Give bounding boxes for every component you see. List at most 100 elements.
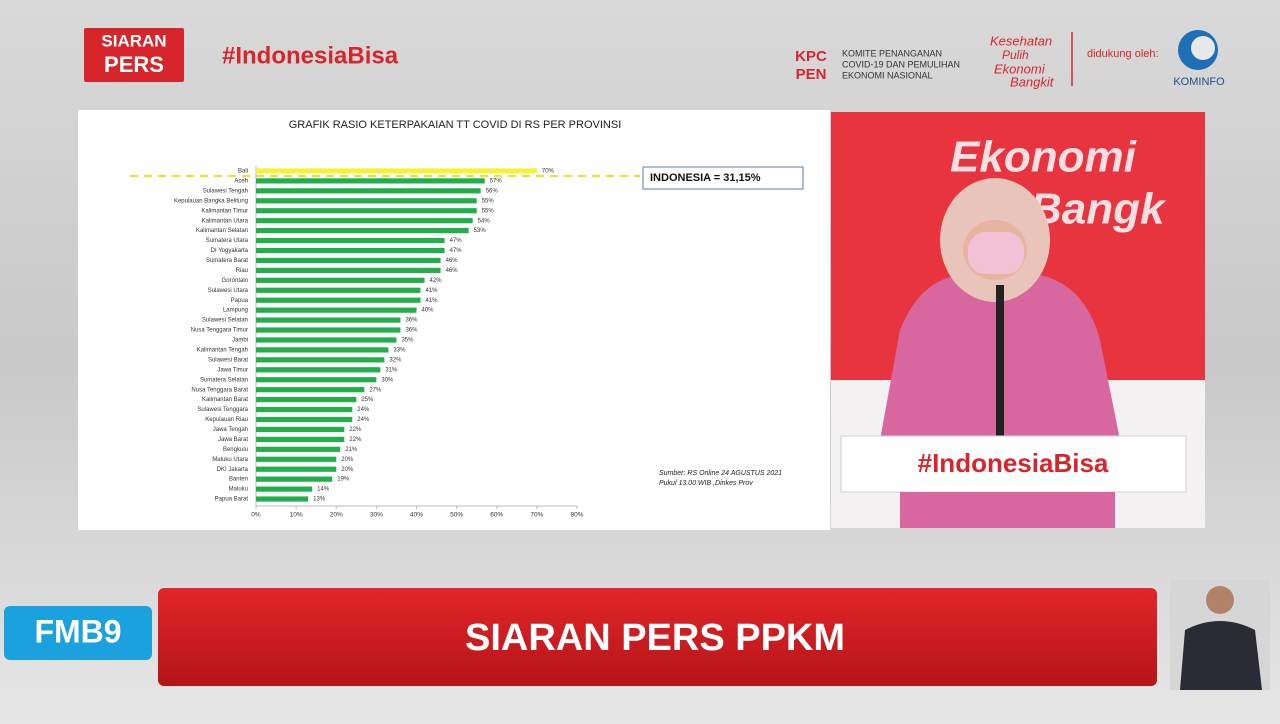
- category-label: Nusa Tenggara Timur: [191, 328, 248, 334]
- category-label: Jambi: [232, 338, 248, 344]
- slogan: Kesehatan: [990, 33, 1052, 48]
- category-label: Riau: [236, 268, 248, 274]
- value-label: 55%: [482, 198, 495, 204]
- bar: [256, 367, 381, 373]
- bar: [256, 178, 485, 184]
- bar: [256, 297, 421, 303]
- category-label: Papua Barat: [215, 497, 249, 503]
- bar: [256, 347, 389, 353]
- interpreter-head: [1206, 586, 1234, 614]
- category-label: Jawa Barat: [218, 437, 248, 443]
- value-label: 42%: [430, 278, 443, 284]
- supported: didukung oleh:: [1087, 48, 1159, 60]
- x-tick-label: 30%: [370, 512, 383, 519]
- category-label: Banten: [229, 477, 248, 483]
- category-label: Papua: [231, 298, 249, 304]
- value-label: 54%: [478, 218, 491, 224]
- value-label: 40%: [422, 308, 435, 314]
- bar: [256, 426, 345, 433]
- value-label: 22%: [349, 427, 362, 433]
- value-label: 13%: [313, 497, 326, 503]
- category-label: Kalimantan Timur: [201, 208, 248, 214]
- category-label: Maluku: [229, 487, 248, 493]
- podium: [900, 492, 1115, 528]
- value-label: 20%: [341, 457, 354, 463]
- siaran-logo: [84, 28, 184, 82]
- category-label: Sumatera Barat: [206, 258, 248, 264]
- bar: [256, 446, 341, 452]
- x-tick-label: 80%: [570, 512, 583, 519]
- value-label: 21%: [345, 447, 358, 453]
- value-label: 41%: [426, 288, 439, 294]
- hashtag: #IndonesiaBisa: [222, 42, 399, 69]
- value-label: 25%: [361, 397, 374, 403]
- value-label: 24%: [357, 417, 370, 423]
- value-label: 30%: [381, 377, 394, 383]
- category-label: Sulawesi Selatan: [202, 318, 248, 324]
- category-label: Kalimantan Barat: [202, 397, 248, 403]
- slogan: Bangkit: [1010, 74, 1055, 89]
- bar: [256, 188, 481, 194]
- bar: [256, 237, 445, 244]
- bar: [256, 476, 333, 482]
- value-label: 32%: [389, 357, 402, 363]
- committee-line: COVID-19 DAN PEMULIHAN: [842, 59, 960, 69]
- value-label: 36%: [405, 318, 418, 324]
- committee-line: KOMITE PENANGANAN: [842, 48, 942, 58]
- bar: [256, 257, 441, 264]
- podium-text: #IndonesiaBisa: [918, 448, 1109, 478]
- value-label: 55%: [482, 208, 495, 214]
- category-label: Bali: [238, 169, 248, 175]
- slogan: Ekonomi: [994, 61, 1046, 76]
- bar: [256, 317, 401, 323]
- bar: [256, 267, 441, 273]
- category-label: Sulawesi Utara: [208, 288, 249, 294]
- category-label: Kepulauan Riau: [205, 417, 248, 423]
- bar: [256, 377, 377, 383]
- category-label: Sumatera Utara: [206, 238, 249, 244]
- annotation-box: [642, 166, 804, 190]
- bar: [256, 287, 421, 293]
- bar: [256, 387, 365, 393]
- category-label: Sumatera Selatan: [200, 377, 248, 383]
- chart-title: GRAFIK RASIO KETERPAKAIAN TT COVID DI RS…: [289, 119, 622, 131]
- backdrop-text: Bangk: [1030, 185, 1167, 234]
- value-label: 57%: [490, 178, 503, 184]
- x-tick-label: 70%: [530, 512, 543, 519]
- value-label: 47%: [450, 248, 463, 254]
- banner-text: SIARAN PERS PPKM: [465, 617, 845, 659]
- value-label: 27%: [369, 387, 382, 393]
- category-label: Kalimantan Selatan: [196, 228, 248, 234]
- bar: [256, 327, 401, 333]
- source: Sumber: RS Online 24 AGUSTUS 2021: [659, 470, 782, 477]
- value-label: 46%: [446, 268, 459, 274]
- bar: [256, 416, 353, 423]
- bar: [256, 456, 337, 462]
- x-tick-label: 40%: [410, 512, 423, 519]
- bar: [256, 228, 469, 234]
- category-label: Sulawesi Barat: [208, 357, 248, 363]
- value-label: 41%: [426, 298, 439, 304]
- committee-line: EKONOMI NASIONAL: [842, 70, 933, 80]
- bar: [256, 337, 397, 343]
- value-label: 31%: [385, 367, 398, 373]
- bar: [256, 277, 425, 283]
- bar: [256, 466, 337, 472]
- category-label: Gorontalo: [222, 278, 249, 284]
- bar: [256, 486, 313, 492]
- category-label: Bengkulu: [223, 447, 248, 453]
- category-label: Jawa Timur: [217, 367, 248, 373]
- kominfo-text: KOMINFO: [1173, 76, 1225, 88]
- bar: [256, 198, 477, 204]
- source: Pukul 13.00 WIB ,Dinkes Prov: [659, 480, 753, 487]
- bar: [256, 496, 309, 502]
- kominfo-logo-inner: [1191, 36, 1215, 60]
- value-label: 46%: [446, 258, 459, 264]
- value-label: 19%: [337, 477, 350, 483]
- category-label: Sulawesi Tenggara: [197, 407, 248, 413]
- value-label: 70%: [542, 169, 555, 175]
- value-label: 47%: [450, 238, 463, 244]
- pen-text: PEN: [796, 66, 827, 83]
- siaran-text: SIARAN: [101, 31, 166, 50]
